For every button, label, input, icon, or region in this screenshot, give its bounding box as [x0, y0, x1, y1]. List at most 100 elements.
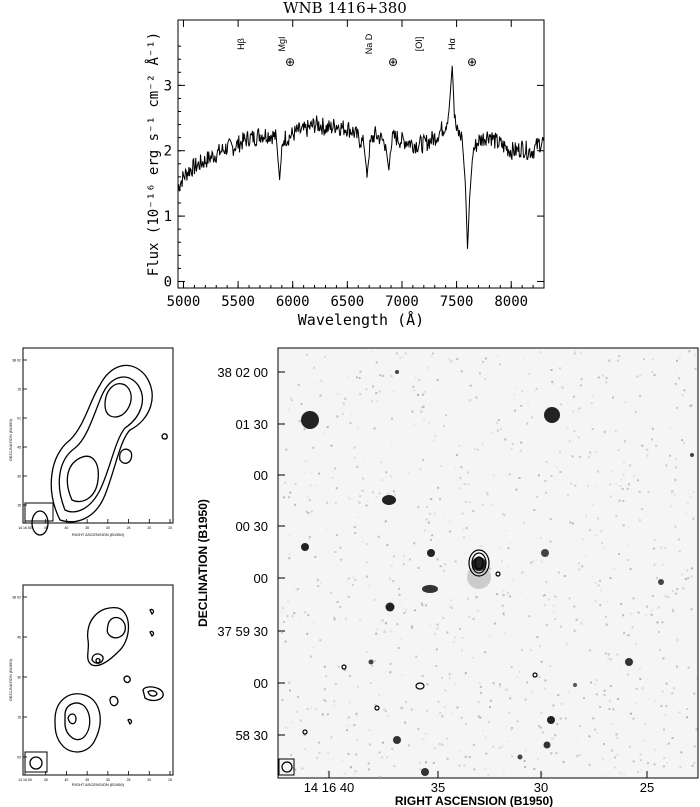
- radio-ytick-label: 15: [17, 504, 21, 508]
- noise-pixel: [288, 496, 291, 499]
- noise-pixel: [286, 727, 289, 730]
- noise-pixel: [559, 367, 561, 370]
- noise-pixel: [590, 681, 593, 684]
- noise-pixel: [605, 601, 608, 604]
- noise-pixel: [689, 404, 692, 407]
- radio-xtick-label: 15: [168, 526, 172, 530]
- noise-pixel: [675, 592, 678, 595]
- noise-pixel: [667, 596, 670, 599]
- noise-pixel: [536, 495, 539, 498]
- noise-pixel: [662, 657, 665, 660]
- noise-pixel: [356, 714, 358, 717]
- noise-pixel: [432, 352, 435, 355]
- radio-xtick-label: 30: [106, 526, 110, 530]
- noise-pixel: [505, 529, 508, 532]
- noise-pixel: [375, 392, 378, 395]
- noise-pixel: [609, 577, 612, 580]
- noise-pixel: [366, 499, 369, 502]
- noise-pixel: [540, 660, 543, 663]
- noise-pixel: [433, 747, 436, 750]
- noise-pixel: [527, 373, 530, 375]
- y-tick-label: 3: [164, 78, 172, 94]
- noise-pixel: [309, 655, 312, 658]
- noise-pixel: [594, 581, 597, 584]
- noise-pixel: [438, 742, 441, 745]
- star: [541, 549, 549, 557]
- noise-pixel: [568, 440, 571, 443]
- noise-pixel: [419, 468, 422, 471]
- noise-pixel: [326, 426, 329, 428]
- noise-pixel: [571, 455, 574, 458]
- noise-pixel: [444, 563, 447, 566]
- noise-pixel: [322, 698, 325, 701]
- noise-pixel: [347, 716, 350, 719]
- noise-pixel: [671, 490, 674, 493]
- noise-pixel: [413, 399, 416, 402]
- noise-pixel: [310, 484, 312, 487]
- noise-pixel: [414, 376, 417, 379]
- noise-pixel: [284, 640, 287, 643]
- noise-pixel: [619, 485, 622, 487]
- noise-pixel: [612, 708, 615, 711]
- noise-pixel: [281, 698, 284, 701]
- noise-pixel: [441, 715, 444, 718]
- noise-pixel: [634, 411, 637, 413]
- noise-pixel: [534, 390, 536, 393]
- noise-pixel: [417, 505, 420, 508]
- noise-pixel: [371, 350, 374, 353]
- x-tick-label: 6500: [330, 294, 364, 310]
- noise-pixel: [595, 679, 598, 682]
- noise-pixel: [313, 484, 316, 487]
- noise-pixel: [583, 697, 585, 699]
- radio-ytick-label: 01: [17, 417, 21, 421]
- noise-pixel: [599, 604, 602, 607]
- noise-pixel: [359, 393, 362, 396]
- noise-pixel: [614, 766, 617, 769]
- noise-pixel: [404, 434, 407, 437]
- noise-pixel: [480, 545, 483, 547]
- noise-pixel: [283, 496, 286, 499]
- noise-pixel: [671, 590, 674, 593]
- star: [573, 683, 577, 687]
- noise-pixel: [674, 466, 677, 469]
- noise-pixel: [577, 740, 580, 743]
- noise-pixel: [401, 355, 404, 358]
- noise-pixel: [308, 535, 311, 538]
- noise-pixel: [521, 571, 524, 574]
- telluric-marker: ⊕: [467, 55, 477, 69]
- noise-pixel: [383, 631, 386, 633]
- noise-pixel: [665, 682, 668, 685]
- noise-pixel: [508, 473, 511, 476]
- noise-pixel: [354, 578, 357, 581]
- noise-pixel: [333, 618, 336, 621]
- noise-pixel: [694, 353, 697, 356]
- noise-pixel: [372, 491, 374, 494]
- noise-pixel: [290, 397, 293, 400]
- noise-pixel: [646, 605, 648, 608]
- noise-pixel: [670, 692, 673, 695]
- noise-pixel: [560, 702, 563, 705]
- noise-pixel: [290, 754, 293, 757]
- noise-pixel: [615, 733, 618, 736]
- noise-pixel: [683, 442, 686, 445]
- noise-pixel: [511, 727, 513, 729]
- noise-pixel: [381, 619, 384, 622]
- radio-xtick-label: 45: [44, 526, 48, 530]
- noise-pixel: [632, 717, 635, 720]
- noise-pixel: [381, 374, 384, 377]
- noise-pixel: [608, 359, 611, 362]
- noise-pixel: [392, 580, 395, 583]
- noise-pixel: [512, 579, 515, 582]
- noise-pixel: [526, 422, 529, 425]
- noise-pixel: [298, 487, 301, 490]
- optical-ytick-label: 38 02 00: [217, 365, 268, 380]
- noise-pixel: [434, 435, 437, 437]
- noise-pixel: [334, 683, 337, 686]
- noise-pixel: [509, 595, 512, 598]
- noise-pixel: [572, 395, 575, 398]
- noise-pixel: [332, 757, 335, 760]
- noise-pixel: [436, 385, 438, 388]
- noise-pixel: [378, 694, 381, 697]
- noise-pixel: [379, 374, 382, 377]
- noise-pixel: [660, 766, 663, 769]
